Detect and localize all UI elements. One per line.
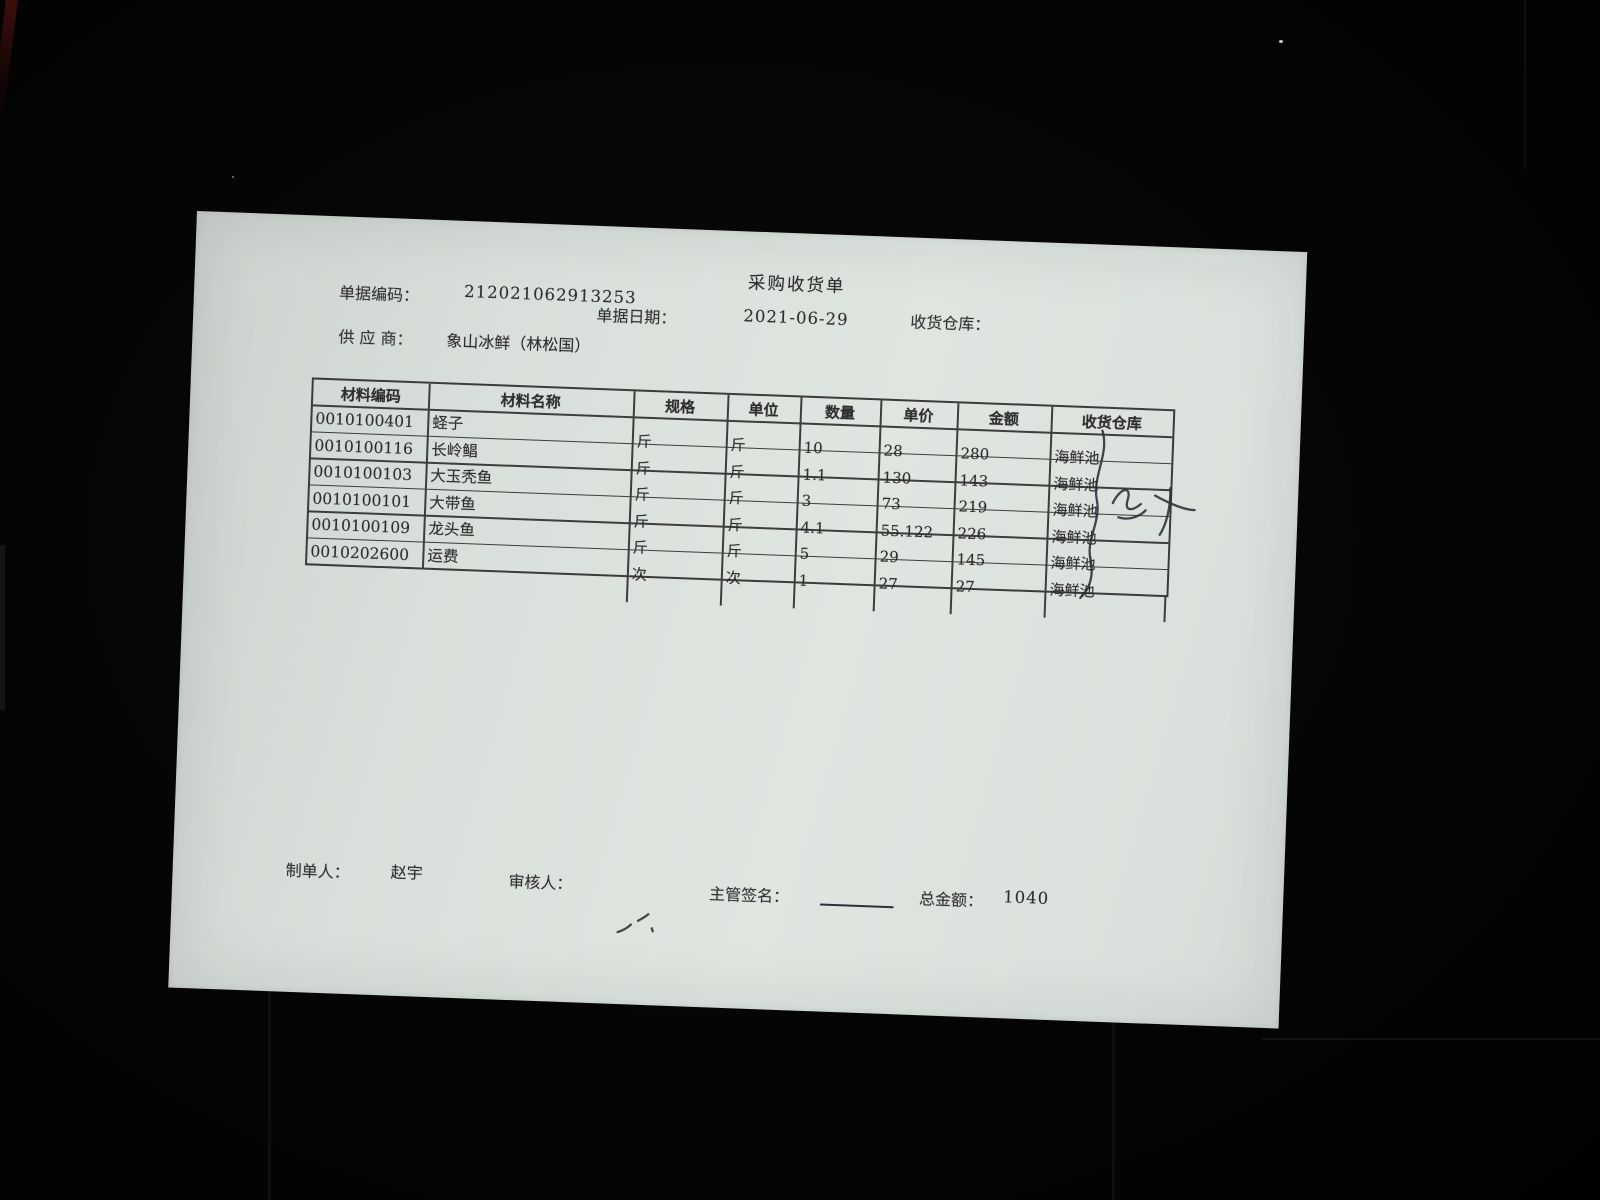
table-cell: 130 xyxy=(882,468,912,488)
table-cell: 0010100101 xyxy=(312,488,412,511)
table-cell: 0010202600 xyxy=(310,541,410,564)
table-cell: 海鲜池 xyxy=(1051,527,1097,547)
table-cell: 27 xyxy=(955,576,976,596)
column-header: 材料编码 xyxy=(340,385,402,406)
table-cell: 226 xyxy=(957,523,987,543)
table-cell: 斤 xyxy=(635,458,652,478)
grid-line xyxy=(421,383,431,568)
table-cell: 3 xyxy=(801,491,812,510)
column-header: 单位 xyxy=(748,400,779,420)
auditor-label: 审核人： xyxy=(508,871,573,894)
total-label: 总金额： xyxy=(918,889,984,911)
warehouse-label: 收货仓库： xyxy=(910,312,991,335)
table-cell: 0010100109 xyxy=(311,515,411,538)
table-cell: 斤 xyxy=(726,541,743,561)
table-cell: 斤 xyxy=(633,511,650,531)
red-edge-streak xyxy=(0,0,19,135)
column-header: 金额 xyxy=(988,409,1020,429)
panel-line xyxy=(1524,0,1526,170)
maker-label: 制单人： xyxy=(285,860,350,883)
panel-line xyxy=(0,545,5,710)
table-cell: 1.1 xyxy=(802,465,827,484)
grid-line-extension xyxy=(949,587,953,615)
table-cell: 运费 xyxy=(427,546,459,566)
supervisor-label: 主管签名： xyxy=(708,884,790,907)
column-header: 规格 xyxy=(664,397,696,417)
grid-line-extension xyxy=(719,578,723,606)
supplier-label: 供 应 商： xyxy=(338,327,413,350)
table-cell: 219 xyxy=(958,497,988,517)
table-cell: 斤 xyxy=(730,435,747,455)
grid-line-extension xyxy=(872,584,876,612)
table-cell: 斤 xyxy=(728,488,745,508)
table-cell: 0010100401 xyxy=(315,409,415,432)
table-cell: 斤 xyxy=(729,462,746,481)
table-cell: 1 xyxy=(798,571,809,590)
grid-line-extension xyxy=(1043,590,1047,618)
table-cell: 0010100103 xyxy=(313,462,413,485)
table-cell: 海鲜池 xyxy=(1052,500,1098,521)
receipt-paper: 单据编码： 212021062913253 采购收货单 单据日期： 2021-0… xyxy=(168,211,1308,1029)
table-cell: 次 xyxy=(725,568,742,587)
grid-line-extension xyxy=(792,581,796,609)
page-title: 采购收货单 xyxy=(747,273,846,298)
signature-underline xyxy=(819,903,894,909)
table-cell: 73 xyxy=(881,494,902,514)
table-cell: 28 xyxy=(883,441,904,461)
dust-speck xyxy=(1279,40,1283,43)
table-cell: 海鲜池 xyxy=(1049,580,1095,600)
table-cell: 海鲜池 xyxy=(1050,553,1096,574)
panel-line xyxy=(268,972,271,1200)
column-header: 单价 xyxy=(903,406,934,426)
table-cell: 145 xyxy=(956,550,986,570)
table-cell: 斤 xyxy=(727,515,744,534)
table-cell: 4.1 xyxy=(800,518,825,537)
grid-line-extension xyxy=(625,575,629,603)
column-header: 收货仓库 xyxy=(1081,412,1143,434)
table-cell: 海鲜池 xyxy=(1053,474,1099,495)
panel-line xyxy=(1262,1038,1600,1040)
items-table: 材料编码 材料名称 规格 单位 数量 单价 金额 收货仓库 0010100401 蛏子斤斤 10 28… xyxy=(304,377,1176,623)
column-header: 数量 xyxy=(824,403,856,423)
table-cell: 143 xyxy=(959,470,989,490)
table-cell: 次 xyxy=(631,564,648,584)
table-cell: 29 xyxy=(879,547,900,567)
supplier-value: 象山冰鲜（林松国） xyxy=(446,331,591,356)
table-cell: 斤 xyxy=(636,432,653,451)
pen-tick xyxy=(616,913,654,934)
table-cell: 斤 xyxy=(634,485,651,504)
table-cell: 斤 xyxy=(632,538,649,557)
date-label: 单据日期： xyxy=(596,305,677,328)
panel-line xyxy=(1112,1000,1115,1200)
table-cell: 280 xyxy=(960,444,990,464)
table-cell: 海鲜池 xyxy=(1054,447,1100,468)
table-cell: 5 xyxy=(799,544,810,563)
table-cell: 0010100116 xyxy=(314,436,414,458)
table-cell: 55.122 xyxy=(880,521,934,541)
table-cell: 10 xyxy=(803,438,824,458)
table-cell: 27 xyxy=(878,573,899,593)
doc-no-label: 单据编码： xyxy=(338,283,420,306)
dust-speck xyxy=(232,176,234,178)
date-value: 2021-06-29 xyxy=(743,306,849,330)
maker-value: 赵宇 xyxy=(390,862,424,883)
total-value: 1040 xyxy=(1002,887,1050,908)
